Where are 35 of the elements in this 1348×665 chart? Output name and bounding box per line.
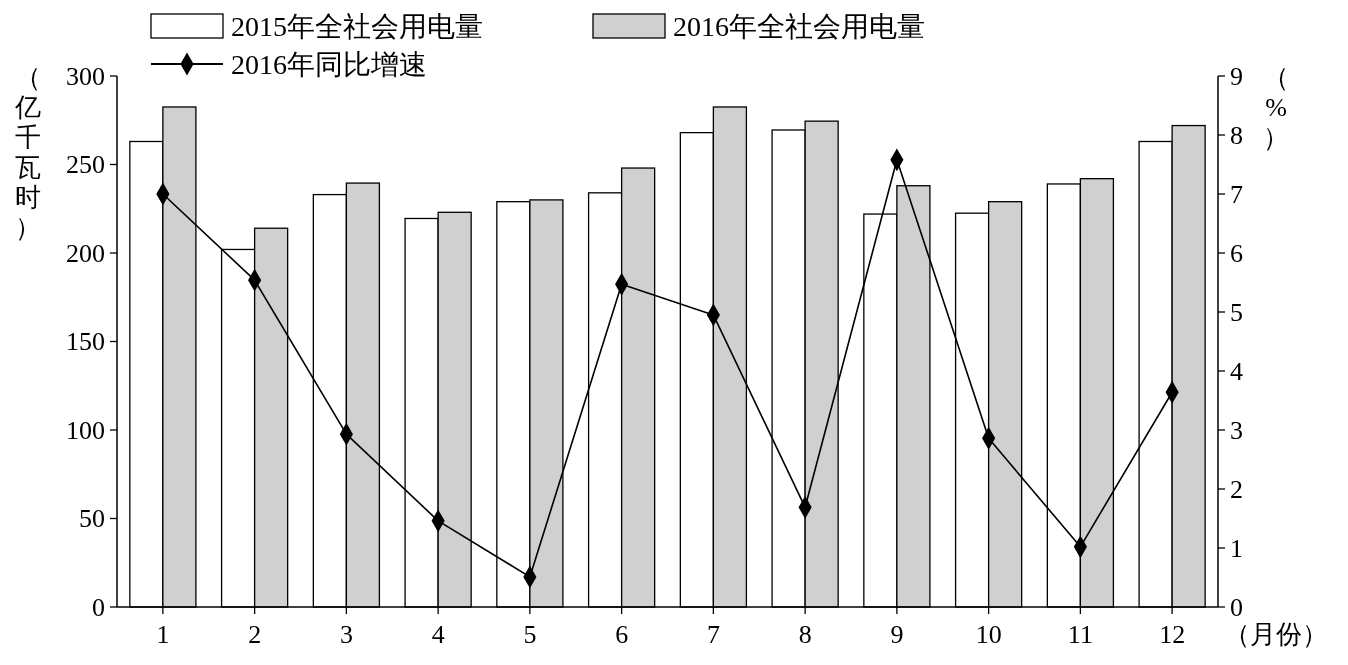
y2-axis-title: （%） (1263, 63, 1289, 152)
y2-tick-label: 3 (1230, 415, 1243, 445)
legend-label: 2016年同比增速 (231, 48, 427, 80)
y2-tick-label: 7 (1230, 179, 1243, 209)
y-axis-title: （亿千瓦时） (14, 63, 41, 242)
x-tick-label: 6 (615, 620, 629, 649)
y2-tick-label: 8 (1230, 120, 1243, 150)
x-tick-label: 5 (523, 620, 537, 649)
y-tick-label: 150 (66, 327, 105, 356)
x-tick-label: 12 (1159, 620, 1186, 649)
y2-tick-label: 5 (1230, 297, 1243, 327)
y-tick-label: 0 (92, 592, 105, 622)
x-tick-label: 8 (798, 620, 812, 649)
y-tick-label: 200 (66, 238, 105, 268)
legend-label: 2015年全社会用电量 (231, 10, 483, 42)
x-tick-label: 1 (156, 620, 170, 649)
x-tick-label: 2 (248, 620, 262, 649)
x-tick-label: 4 (431, 620, 445, 649)
x-tick-label: 11 (1067, 620, 1093, 649)
y2-tick-label: 0 (1230, 592, 1243, 622)
y2-tick-label: 2 (1230, 474, 1243, 504)
y-tick-label: 100 (66, 415, 105, 445)
x-axis-title: （月份） (1224, 620, 1328, 649)
x-tick-label: 3 (339, 620, 353, 649)
y2-tick-label: 4 (1230, 356, 1243, 386)
y-tick-label: 250 (66, 150, 105, 179)
y2-tick-label: 1 (1230, 533, 1243, 563)
y-tick-label: 50 (79, 504, 105, 533)
x-tick-label: 10 (975, 620, 1002, 649)
y2-tick-label: 9 (1230, 61, 1243, 91)
y2-tick-label: 6 (1230, 238, 1243, 268)
x-tick-label: 9 (890, 620, 904, 649)
x-tick-label: 7 (706, 620, 720, 649)
legend-label: 2016年全社会用电量 (673, 10, 925, 42)
y-tick-label: 300 (66, 61, 105, 91)
